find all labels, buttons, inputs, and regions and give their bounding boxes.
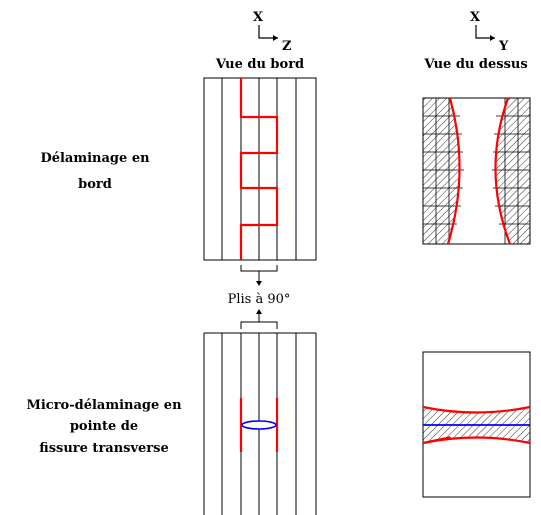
row2-line1: Micro-délaminage en (26, 398, 182, 413)
axis-indicator-right: X Y (470, 10, 509, 54)
title-top-view: Vue du dessus (423, 57, 527, 72)
lower-delamination-front (422, 436, 531, 445)
right-delamination-front (494, 97, 512, 245)
edge-view-bottom-laminate (203, 332, 317, 515)
edge-view-top-laminate (203, 77, 317, 261)
row-label-micro-delamination: Micro-délaminage en pointe de fissure tr… (26, 398, 182, 456)
row1-line1: Délaminage en (40, 151, 150, 166)
top-view-edge-delamination (422, 97, 531, 245)
axis-x-label-left: X (253, 10, 264, 25)
axis-x-label-right: X (470, 10, 481, 25)
top-view-micro-delamination (422, 351, 531, 498)
axis-z-label: Z (282, 39, 292, 54)
transverse-crack-ellipse (241, 420, 277, 430)
title-edge-view: Vue du bord (215, 57, 304, 72)
axis-indicator-left: X Z (253, 10, 292, 54)
ply-bracket-top (240, 265, 278, 286)
row-label-edge-delamination: Délaminage en bord (40, 151, 150, 192)
row2-line3: fissure transverse (39, 441, 169, 456)
row1-line2: bord (78, 177, 112, 192)
left-delamination-front (446, 97, 461, 245)
row2-line2: pointe de (70, 419, 138, 434)
plies-90-label: Plis à 90° (228, 292, 291, 307)
ply-bracket-bottom (240, 309, 278, 329)
axis-y-label: Y (498, 39, 509, 54)
upper-delamination-front (422, 405, 531, 414)
edge-delamination-crack-path (239, 78, 279, 260)
